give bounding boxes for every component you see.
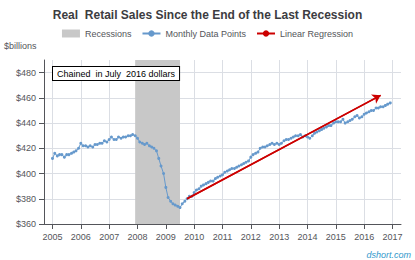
- svg-text:2007: 2007: [99, 232, 119, 242]
- svg-text:2009: 2009: [156, 232, 176, 242]
- svg-text:$400: $400: [16, 169, 36, 179]
- svg-text:$380: $380: [16, 194, 36, 204]
- svg-text:$440: $440: [16, 118, 36, 128]
- svg-text:2012: 2012: [241, 232, 261, 242]
- svg-text:dshort.com: dshort.com: [366, 250, 411, 260]
- svg-text:2017: 2017: [382, 232, 402, 242]
- svg-text:Monthly Data Points: Monthly Data Points: [165, 29, 246, 39]
- svg-text:2006: 2006: [71, 232, 91, 242]
- svg-text:Chained in July 2016 dollars: Chained in July 2016 dollars: [57, 69, 176, 79]
- svg-text:2008: 2008: [127, 232, 147, 242]
- svg-text:2013: 2013: [269, 232, 289, 242]
- svg-text:2014: 2014: [297, 232, 317, 242]
- svg-text:Real Retail Sales Since the E: Real Retail Sales Since the End of the L…: [53, 8, 362, 22]
- svg-text:$420: $420: [16, 143, 36, 153]
- svg-text:2016: 2016: [354, 232, 374, 242]
- svg-text:2005: 2005: [42, 232, 62, 242]
- svg-text:$460: $460: [16, 93, 36, 103]
- svg-text:$billions: $billions: [4, 41, 37, 51]
- svg-text:Recessions: Recessions: [85, 29, 132, 39]
- svg-text:2011: 2011: [213, 232, 232, 242]
- svg-text:2010: 2010: [184, 232, 204, 242]
- svg-text:Linear Regression: Linear Regression: [280, 29, 353, 39]
- svg-text:$480: $480: [16, 68, 36, 78]
- svg-text:2015: 2015: [326, 232, 346, 242]
- svg-text:$360: $360: [16, 219, 36, 229]
